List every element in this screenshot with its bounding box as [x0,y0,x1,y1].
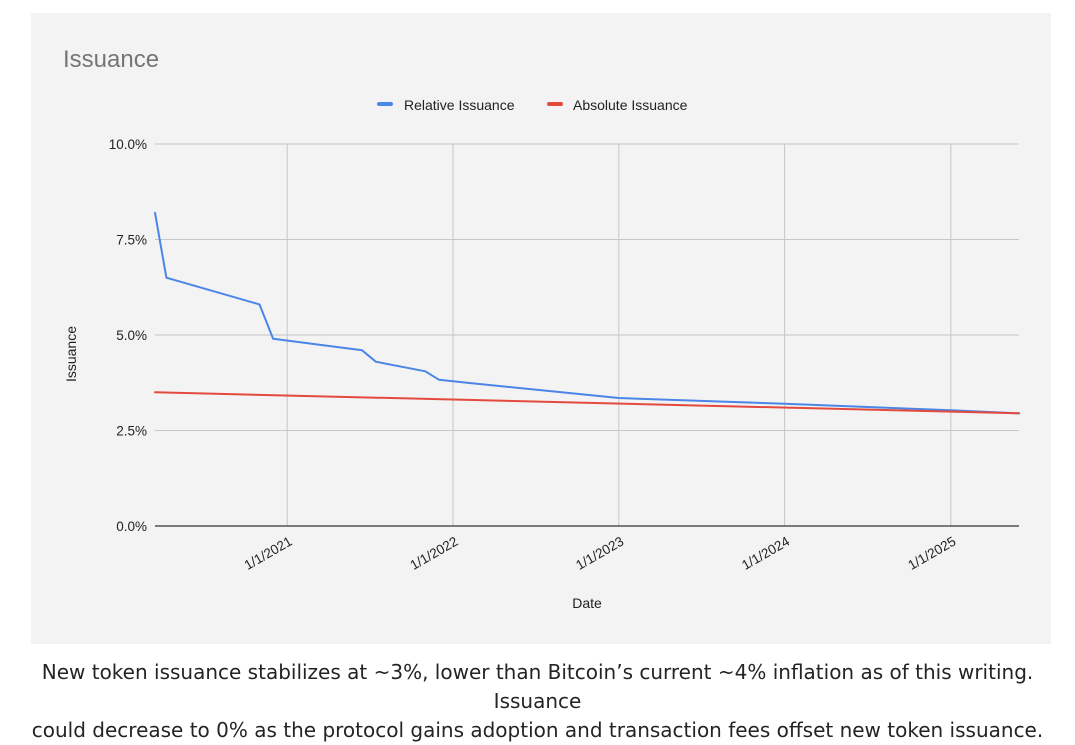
y-tick-label: 5.0% [116,328,147,343]
x-tick-label: 1/1/2023 [573,534,626,573]
absolute-issuance-line [154,391,1020,415]
issuance-chart: Issuance Relative Issuance Absolute Issu… [63,46,1020,611]
caption-line-2: could decrease to 0% as the protocol gai… [31,718,1044,742]
y-tick-label: 2.5% [116,424,147,439]
x-tick-label: 1/1/2021 [242,534,295,573]
y-axis-label: Issuance [63,326,79,382]
grid [155,143,1019,526]
x-axis-label: Date [572,595,602,611]
axes: 10.0% 7.5% 5.0% 2.5% 0.0% 1/1/2021 1/1/2022 1/1… [109,137,1019,573]
x-tick-label: 1/1/2022 [407,534,460,573]
legend-label-relative: Relative Issuance [404,97,515,113]
x-tick-label: 1/1/2024 [739,533,792,573]
y-tick-label: 10.0% [109,137,147,152]
y-tick-label: 0.0% [116,519,147,534]
figure-caption: New token issuance stabilizes at ~3%, lo… [20,658,1055,745]
chart-card: Issuance Relative Issuance Absolute Issu… [31,13,1051,644]
legend: Relative Issuance Absolute Issuance [377,97,688,113]
chart-title: Issuance [63,46,159,73]
legend-label-absolute: Absolute Issuance [573,97,688,113]
legend-item-absolute[interactable]: Absolute Issuance [547,97,688,113]
caption-line-1: New token issuance stabilizes at ~3%, lo… [41,660,1034,713]
legend-item-relative[interactable]: Relative Issuance [377,97,515,113]
x-tick-label: 1/1/2025 [905,534,958,573]
legend-swatch-absolute [547,102,563,106]
y-tick-label: 7.5% [116,233,147,248]
relative-issuance-line [154,211,1020,415]
series [154,211,1020,415]
legend-swatch-relative [377,102,393,106]
